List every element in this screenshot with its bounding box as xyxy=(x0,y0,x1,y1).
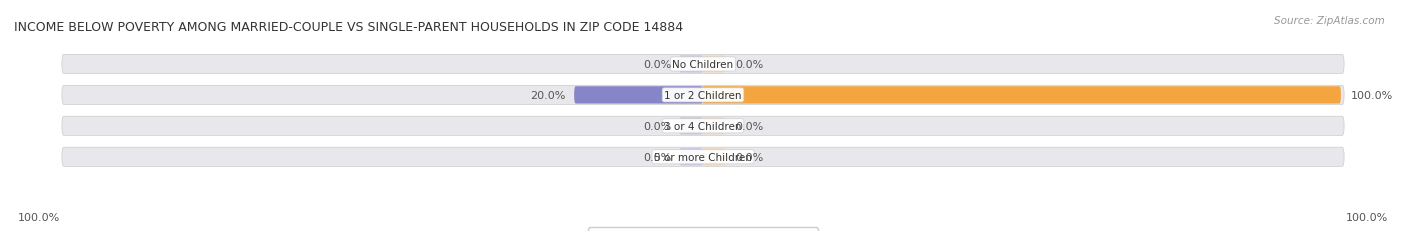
Text: 20.0%: 20.0% xyxy=(530,91,565,100)
Text: 0.0%: 0.0% xyxy=(643,121,671,131)
Text: 0.0%: 0.0% xyxy=(643,152,671,162)
FancyBboxPatch shape xyxy=(62,117,1344,136)
Text: 100.0%: 100.0% xyxy=(1346,212,1388,222)
Text: 100.0%: 100.0% xyxy=(1351,91,1393,100)
FancyBboxPatch shape xyxy=(702,87,1341,104)
Text: INCOME BELOW POVERTY AMONG MARRIED-COUPLE VS SINGLE-PARENT HOUSEHOLDS IN ZIP COD: INCOME BELOW POVERTY AMONG MARRIED-COUPL… xyxy=(14,21,683,33)
FancyBboxPatch shape xyxy=(702,118,725,135)
FancyBboxPatch shape xyxy=(702,149,725,166)
FancyBboxPatch shape xyxy=(679,118,703,135)
FancyBboxPatch shape xyxy=(702,56,725,73)
FancyBboxPatch shape xyxy=(574,87,703,104)
FancyBboxPatch shape xyxy=(62,86,1344,105)
Text: 5 or more Children: 5 or more Children xyxy=(654,152,752,162)
Text: Source: ZipAtlas.com: Source: ZipAtlas.com xyxy=(1274,16,1385,26)
FancyBboxPatch shape xyxy=(679,149,703,166)
FancyBboxPatch shape xyxy=(62,148,1344,167)
Legend: Married Couples, Single Parents: Married Couples, Single Parents xyxy=(588,228,818,231)
Text: 0.0%: 0.0% xyxy=(735,121,763,131)
Text: 100.0%: 100.0% xyxy=(18,212,60,222)
FancyBboxPatch shape xyxy=(62,55,1344,74)
Text: 0.0%: 0.0% xyxy=(735,152,763,162)
FancyBboxPatch shape xyxy=(679,56,703,73)
Text: 1 or 2 Children: 1 or 2 Children xyxy=(664,91,742,100)
Text: 0.0%: 0.0% xyxy=(735,60,763,70)
Text: No Children: No Children xyxy=(672,60,734,70)
Text: 0.0%: 0.0% xyxy=(643,60,671,70)
Text: 3 or 4 Children: 3 or 4 Children xyxy=(664,121,742,131)
